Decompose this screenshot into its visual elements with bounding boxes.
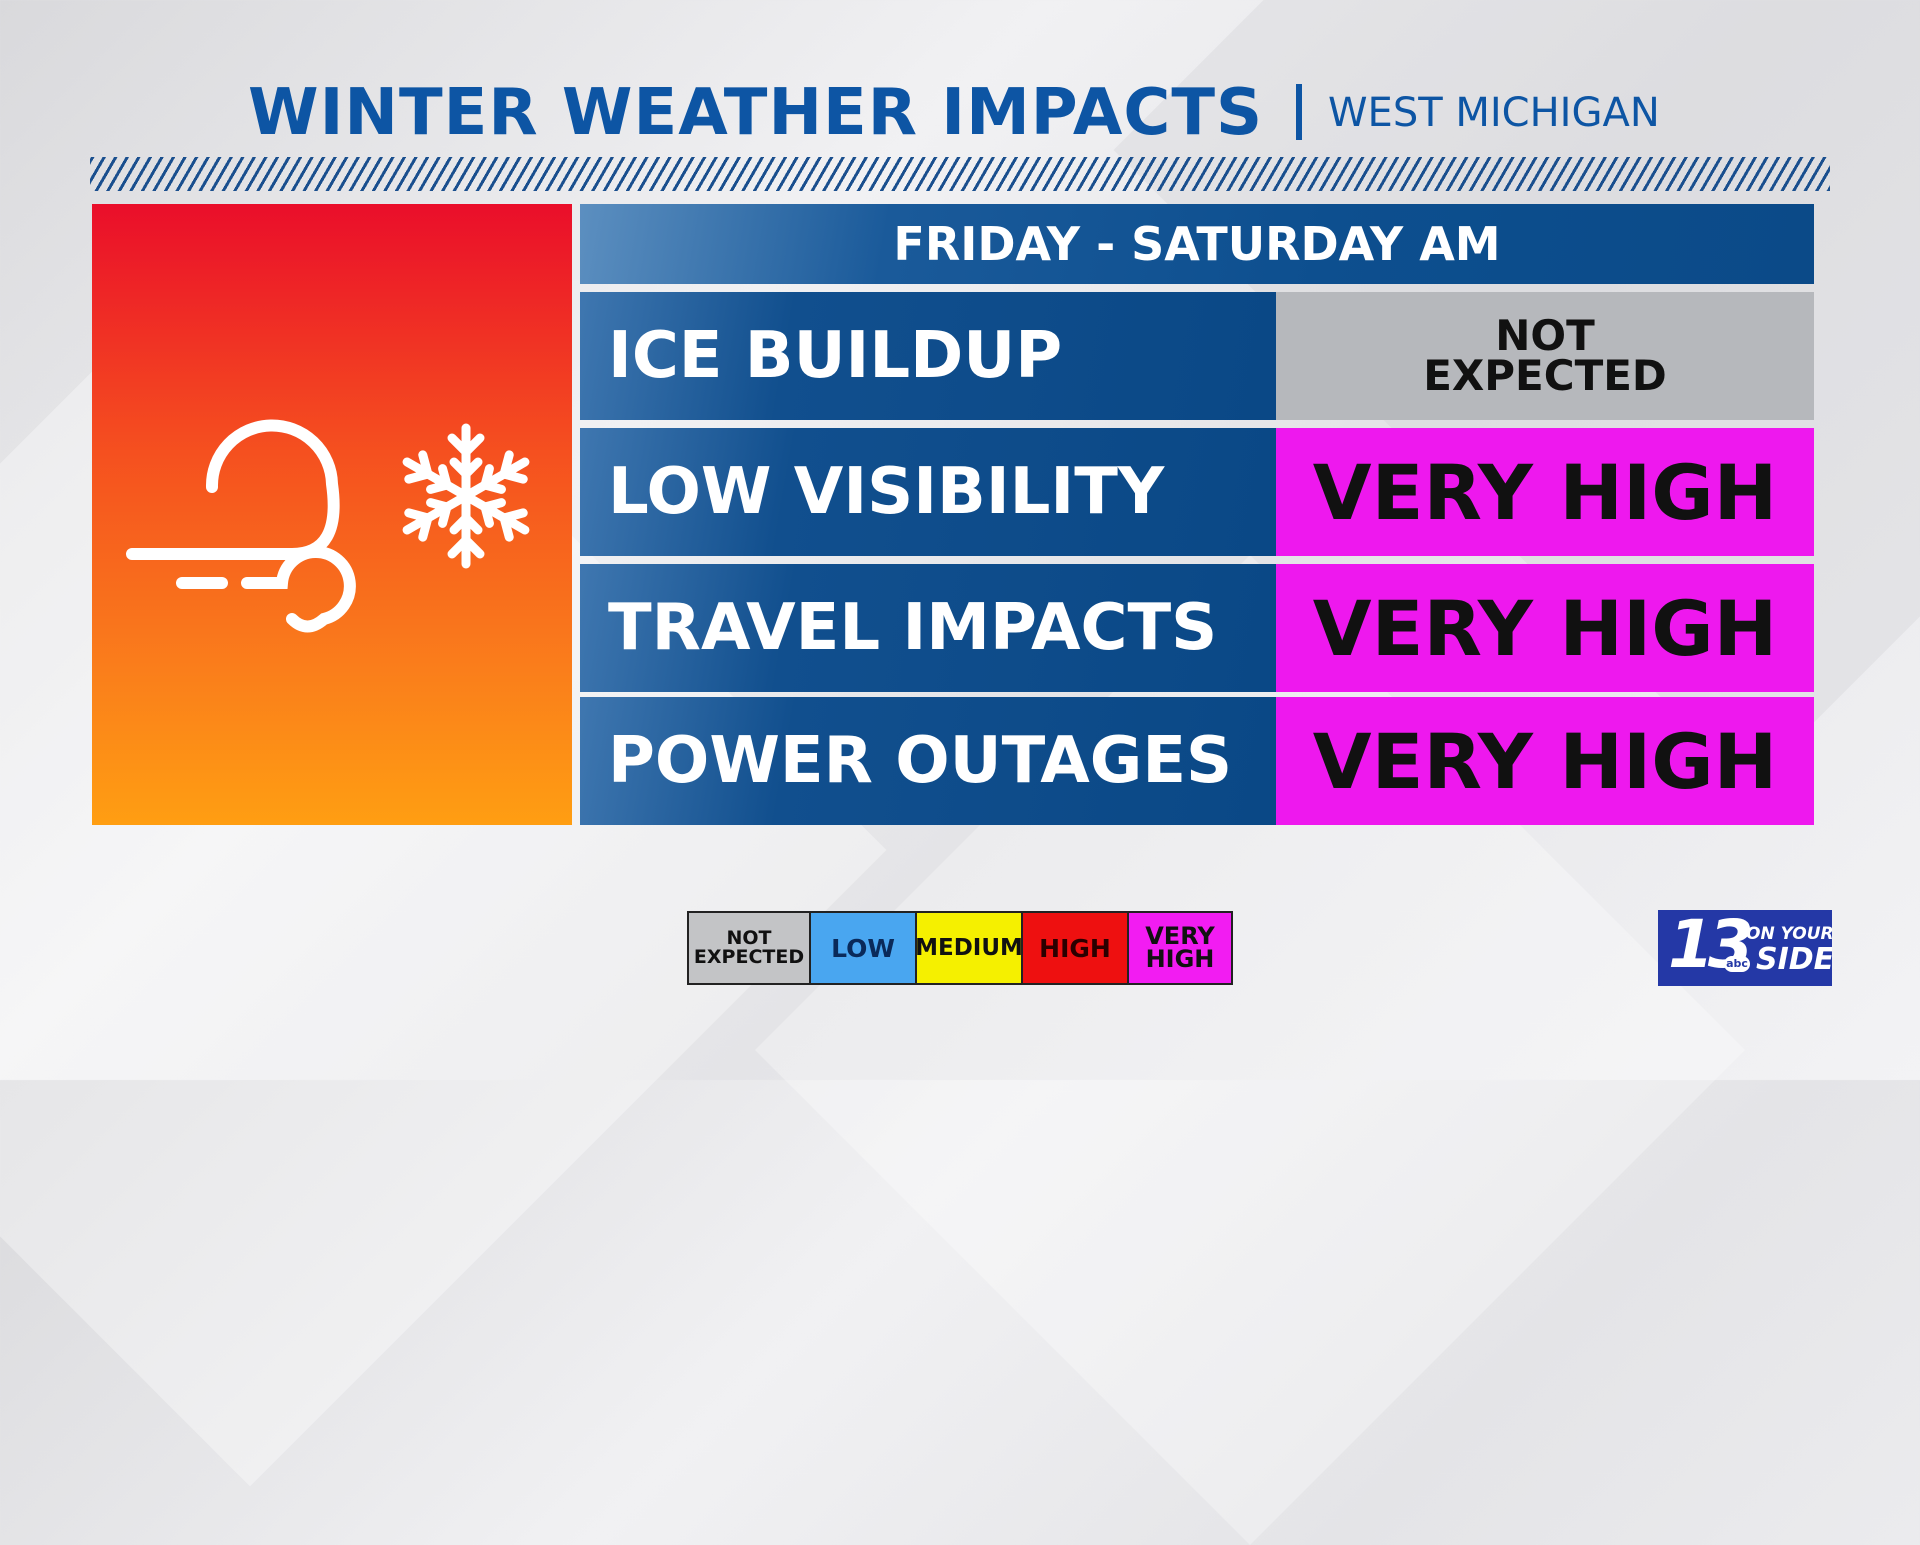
legend-item-low: LOW [811,913,917,983]
impact-label: TRAVEL IMPACTS [580,564,1276,692]
region-label: WEST MICHIGAN [1328,90,1660,136]
impact-label: LOW VISIBILITY [580,428,1276,556]
wind-snow-icon [126,419,530,633]
legend-label: VERY [1145,922,1215,950]
impact-level-line: NOT [1495,311,1595,360]
impact-label: ICE BUILDUP [580,292,1276,420]
legend-label: MEDIUM [915,935,1023,961]
impact-level: NOT EXPECTED [1276,292,1814,420]
table-row: TRAVEL IMPACTS VERY HIGH [580,564,1814,692]
period-header: FRIDAY - SATURDAY AM [580,204,1814,284]
legend-label: HIGH [1145,945,1215,973]
legend-label: HIGH [1039,933,1111,963]
logo-number: 13 [1668,910,1754,983]
table-row: ICE BUILDUP NOT EXPECTED [580,292,1814,420]
logo-tagline: SIDE [1756,942,1832,977]
impact-level: VERY HIGH [1276,697,1814,825]
table-row: LOW VISIBILITY VERY HIGH [580,428,1814,556]
impact-level: VERY HIGH [1276,428,1814,556]
legend-label: LOW [831,933,895,963]
station-logo: 13 abc ON YOUR SIDE [1658,910,1832,986]
legend-item-very-high: VERY HIGH [1129,913,1231,983]
impact-legend: NOT EXPECTED LOW MEDIUM HIGH VERY HIGH [687,911,1233,985]
hatched-divider [90,157,1830,191]
legend-item-medium: MEDIUM [915,913,1023,983]
icon-panel [92,204,572,825]
legend-item-not-expected: NOT EXPECTED [689,913,811,983]
impacts-table: FRIDAY - SATURDAY AM ICE BUILDUP NOT EXP… [580,204,1814,825]
page-title: WINTER WEATHER IMPACTS [248,76,1264,150]
logo-tagline: ON YOUR [1746,924,1832,944]
impact-label: POWER OUTAGES [580,697,1276,825]
logo-network: abc [1724,956,1750,972]
legend-label: NOT [726,927,772,949]
table-row: POWER OUTAGES VERY HIGH [580,697,1814,825]
impact-level-line: EXPECTED [1423,351,1667,400]
legend-item-high: HIGH [1023,913,1129,983]
impact-level: VERY HIGH [1276,564,1814,692]
legend-label: EXPECTED [693,946,805,968]
title-separator [1296,84,1302,140]
header: WINTER WEATHER IMPACTS WEST MICHIGAN [0,68,1920,158]
